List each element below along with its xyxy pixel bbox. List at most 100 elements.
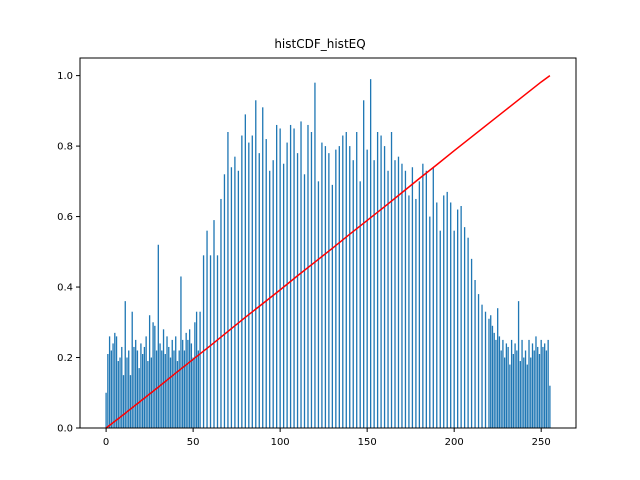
histogram-bar [500,350,502,428]
histogram-bar [519,361,521,428]
y-tick-label: 0.8 [57,142,73,153]
histogram-bar [359,181,361,428]
histogram-bar [206,230,208,428]
histogram-bar [526,364,528,428]
histogram-bar [514,343,516,428]
histogram-bar [188,329,191,428]
histogram-bar [422,163,424,428]
histogram-bar [549,385,551,428]
cdf-line [105,75,551,429]
histogram-bar [540,339,542,428]
histogram-bar [169,357,172,428]
histogram-bar [166,336,168,428]
histogram-bar [276,124,278,428]
y-tick-label: 0.0 [57,424,73,435]
histogram-bar [262,107,264,428]
histogram-bar [404,170,407,428]
histogram-bar [286,142,288,428]
x-tick-label: 0 [103,437,109,448]
histogram-bar [192,357,194,428]
histogram-bar [373,160,375,428]
histogram-bar [258,153,260,428]
histogram-bar [474,280,476,428]
histogram-bar [128,350,130,428]
histogram-bar [425,170,427,428]
histogram-bar [241,135,243,428]
histogram-bar [493,332,495,428]
histogram-bar [463,227,466,428]
histogram-bar [521,339,523,428]
histogram-bar [352,160,354,428]
histogram-bar [488,318,490,428]
histogram-bar [314,82,316,429]
histogram-bar [544,343,546,428]
histogram-bar [272,160,274,428]
histogram-bar [530,357,532,428]
histogram-bar [171,339,173,428]
histogram-bar [223,174,226,428]
histogram-bar [115,336,118,428]
histogram-bar [507,346,509,428]
histogram-bar [498,336,501,428]
histogram-bar [197,350,199,428]
histogram-bar [269,170,271,428]
histogram-bar [490,315,492,428]
histogram-bar [505,343,508,428]
histogram-bar [415,198,417,428]
histogram-bar [307,124,309,428]
histogram-bar [289,124,292,428]
histogram-bar [345,132,347,428]
histogram-bar [145,336,147,428]
histogram-bar [470,258,473,428]
y-tick-label: 0.2 [57,353,73,364]
histogram-bar [234,156,236,429]
histogram-bar [338,146,340,428]
histogram-bar [213,220,215,428]
histogram-bar [411,167,414,429]
x-axis: 0 50 100 150 200 250 [103,428,551,448]
histogram-bar [390,132,393,428]
histogram-bar [121,346,123,428]
histogram-bar [122,375,125,428]
histogram-bar [119,357,121,428]
histogram-bar [110,350,112,428]
histogram-bar [324,146,327,428]
histogram-bar [429,216,431,428]
histogram-bar [439,230,441,428]
histogram-bar [300,121,302,429]
histogram-bar [220,198,222,428]
y-axis: 0.0 0.2 0.4 0.6 0.8 1.0 [57,71,80,435]
histogram-bar [495,339,497,428]
histogram-bar [126,357,128,428]
histogram-bar [216,255,219,428]
histogram-bar [142,354,144,428]
histogram-bar [328,153,330,428]
histogram-bar [279,128,281,429]
histogram-bar [517,301,520,428]
histogram-bar [376,132,379,428]
histogram-bar [173,350,175,428]
histogram-bar [117,361,119,428]
histogram-bar [209,255,212,428]
histogram-bar [531,343,534,428]
x-tick-label: 200 [445,437,464,448]
histogram-bar [195,311,198,428]
histogram-bar [460,206,462,428]
histogram-bar [491,325,494,428]
histogram-bar [176,361,179,428]
histogram-bar [202,255,205,428]
histogram-bar [182,339,184,428]
histogram-bar [523,357,525,428]
y-tick-label: 0.6 [57,212,73,223]
histogram-bar [187,339,189,428]
histogram-bar [154,325,156,428]
histogram-bar [133,346,135,428]
histogram-bar [105,392,107,428]
histogram-bar [542,346,544,428]
histogram-bar [524,350,527,428]
histogram-bar [387,170,389,428]
plot-frame [79,57,577,429]
cdf-line-layer [105,75,551,429]
histogram-bar [432,167,434,429]
